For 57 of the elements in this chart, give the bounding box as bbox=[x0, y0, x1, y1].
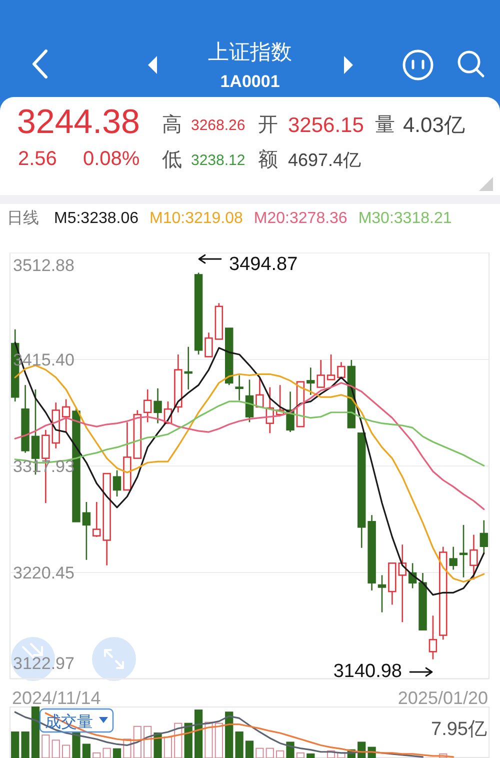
bar bbox=[62, 744, 70, 758]
text: 4697.4亿 bbox=[288, 150, 362, 170]
y-tick-label: 3512.88 bbox=[13, 256, 74, 275]
text: 低 bbox=[162, 149, 182, 171]
chart-title: 上证指数 bbox=[208, 41, 292, 64]
text: 量 bbox=[375, 114, 395, 136]
bar bbox=[42, 734, 50, 758]
bar bbox=[133, 726, 142, 758]
bar bbox=[52, 740, 60, 758]
bar bbox=[245, 740, 254, 758]
text: M30:3318.21 bbox=[358, 210, 452, 227]
chart-subtitle: 1A0001 bbox=[220, 72, 280, 91]
text: 高 bbox=[162, 113, 182, 136]
legend-title: 日线 bbox=[7, 209, 39, 227]
bar bbox=[92, 752, 101, 758]
bar bbox=[214, 722, 223, 758]
text: M20:3278.36 bbox=[254, 210, 348, 227]
annotation: 2024/11/14 bbox=[12, 688, 101, 708]
bar bbox=[204, 722, 213, 758]
text: M5:3238.06 bbox=[54, 210, 139, 227]
annotation: 3494.87 bbox=[229, 254, 298, 275]
bar bbox=[21, 731, 30, 758]
bar bbox=[112, 748, 122, 758]
bar bbox=[102, 748, 111, 758]
bar bbox=[11, 731, 20, 758]
text: 3268.26 bbox=[191, 117, 246, 134]
bar bbox=[72, 731, 80, 758]
y-tick-label: 3122.97 bbox=[13, 654, 74, 673]
text: 额 bbox=[258, 149, 278, 171]
text: 开 bbox=[258, 114, 278, 136]
text: 3244.38 bbox=[17, 103, 140, 141]
bar bbox=[296, 752, 305, 758]
text: 0.08% bbox=[83, 148, 140, 170]
annotation: 7.95亿 bbox=[431, 719, 487, 740]
annotation: 3140.98 bbox=[333, 661, 402, 682]
text: 2.56 bbox=[18, 148, 57, 170]
annotation: 2025/01/20 bbox=[398, 688, 488, 708]
bar bbox=[82, 744, 91, 758]
text: 3238.12 bbox=[191, 152, 246, 169]
bar bbox=[256, 748, 264, 758]
bar bbox=[31, 706, 40, 758]
bar bbox=[174, 722, 182, 758]
bar bbox=[326, 750, 336, 758]
bar bbox=[123, 738, 132, 758]
bar bbox=[194, 710, 203, 758]
bar bbox=[164, 736, 172, 758]
y-tick-label: 3220.45 bbox=[13, 563, 74, 582]
bar bbox=[276, 750, 284, 758]
text: M10:3219.08 bbox=[150, 210, 244, 227]
bar bbox=[266, 748, 274, 758]
text: 4.03亿 bbox=[403, 114, 465, 137]
bar bbox=[439, 753, 448, 758]
bar bbox=[235, 731, 244, 758]
bar bbox=[144, 726, 152, 758]
bar bbox=[225, 712, 234, 758]
bar bbox=[306, 753, 315, 758]
text: 3256.15 bbox=[288, 114, 364, 137]
